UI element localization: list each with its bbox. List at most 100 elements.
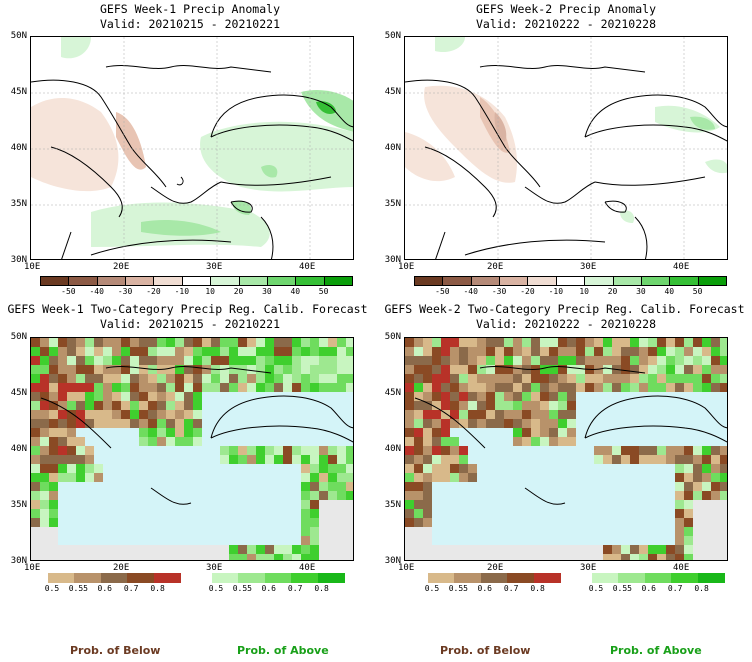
probability-grid-cell [459,464,468,473]
probability-grid-cell [423,518,432,527]
probability-grid-cell [441,347,450,356]
probability-grid-cell [414,473,423,482]
probability-grid-cell [40,527,49,536]
probability-grid-cell [148,545,157,554]
probability-grid-cell [301,347,310,356]
above-colorbar-box [212,573,240,583]
probability-grid-cell [432,455,441,464]
below-colorbar-tick: 0.7 [503,584,519,593]
anomaly-colorbar-tick: 50 [318,287,329,296]
probability-grid-cell [58,455,67,464]
probability-grid-cell [711,356,720,365]
probability-grid-cell [405,356,414,365]
probability-grid-cell [337,491,346,500]
below-colorbar-tick: 0.7 [123,584,139,593]
probability-grid-cell [328,365,337,374]
probability-grid-cell [720,518,727,527]
probability-grid-cell [612,347,621,356]
probability-grid-cell [220,446,229,455]
probability-grid-cell [103,401,112,410]
probability-grid-cell [337,554,346,560]
probability-grid-cell [166,356,175,365]
probability-grid-cell [477,392,486,401]
probability-grid-cell [657,356,666,365]
probability-grid-cell [486,383,495,392]
p1-lat-40: 40N [10,143,27,153]
probability-grid-cell [603,446,612,455]
probability-grid-cell [702,491,711,500]
probability-grid-cell [594,356,603,365]
probability-grid-cell [157,401,166,410]
probability-grid-cell [522,419,531,428]
probability-grid-cell [130,392,139,401]
probability-grid-cell [477,347,486,356]
probability-grid-cell [468,356,477,365]
probability-grid-cell [477,554,486,560]
probability-grid-cell [292,338,301,347]
probability-grid-cell [139,437,148,446]
probability-grid-cell [328,374,337,383]
probability-grid-cell [319,446,328,455]
probability-grid-cell [157,410,166,419]
probability-grid-cell [121,365,130,374]
probability-grid-cell [423,437,432,446]
anomaly-colorbar-box [40,276,70,286]
probability-grid-cell [166,428,175,437]
probability-grid-cell [576,347,585,356]
probability-grid-cell [549,545,558,554]
probability-grid-cell [693,500,702,509]
p1-lon-40: 40E [299,262,316,272]
probability-grid-cell [531,392,540,401]
probability-grid-cell [148,383,157,392]
anomaly-colorbar-box [96,276,127,286]
probability-grid-cell [148,437,157,446]
probability-grid-cell [220,383,229,392]
probability-grid-cell [522,428,531,437]
probability-grid-cell [265,347,274,356]
anomaly-colorbar-tick: -20 [146,287,161,296]
probability-grid-cell [40,383,49,392]
probability-grid-cell [121,545,130,554]
below-colorbar-box [480,573,509,583]
anomaly-colorbar-tick: -40 [89,287,104,296]
probability-grid-cell [666,383,675,392]
probability-grid-cell [247,446,256,455]
probability-grid-cell [432,338,441,347]
probability-grid-cell [432,473,441,482]
probability-grid-cell [549,365,558,374]
probability-grid-cell [292,446,301,455]
probability-grid-cell [220,455,229,464]
probability-grid-cell [558,347,567,356]
probability-grid-cell [166,365,175,374]
probability-grid-cell [256,455,265,464]
probability-grid-cell [513,392,522,401]
probability-grid-cell [423,464,432,473]
probability-grid-cell [256,554,265,560]
anomaly-colorbar-box [414,276,444,286]
probability-grid-cell [459,338,468,347]
probability-grid-cell [193,365,202,374]
probability-grid-cell [139,401,148,410]
probability-grid-cell [567,554,576,560]
probability-grid-cell [157,428,166,437]
anomaly-colorbar-box [697,276,727,286]
probability-grid-cell [675,482,684,491]
probability-grid-cell [414,437,423,446]
probability-grid-cell [292,365,301,374]
probability-grid-cell [301,491,310,500]
anomaly-colorbar-tick: -50 [435,287,450,296]
probability-grid-cell [639,347,648,356]
p2-lat-50: 50N [384,31,401,41]
probability-grid-cell [630,383,639,392]
p2-lat-30: 30N [384,255,401,265]
panel1-anomaly-map [30,36,354,260]
probability-grid-cell [414,374,423,383]
above-colorbar-tick: 0.55 [232,584,252,593]
probability-grid-cell [477,401,486,410]
probability-grid-cell [513,428,522,437]
probability-grid-cell [49,518,58,527]
probability-grid-cell [486,356,495,365]
probability-grid-cell [238,455,247,464]
probability-grid-cell [567,356,576,365]
anomaly-colorbar-tick: -30 [491,287,507,296]
